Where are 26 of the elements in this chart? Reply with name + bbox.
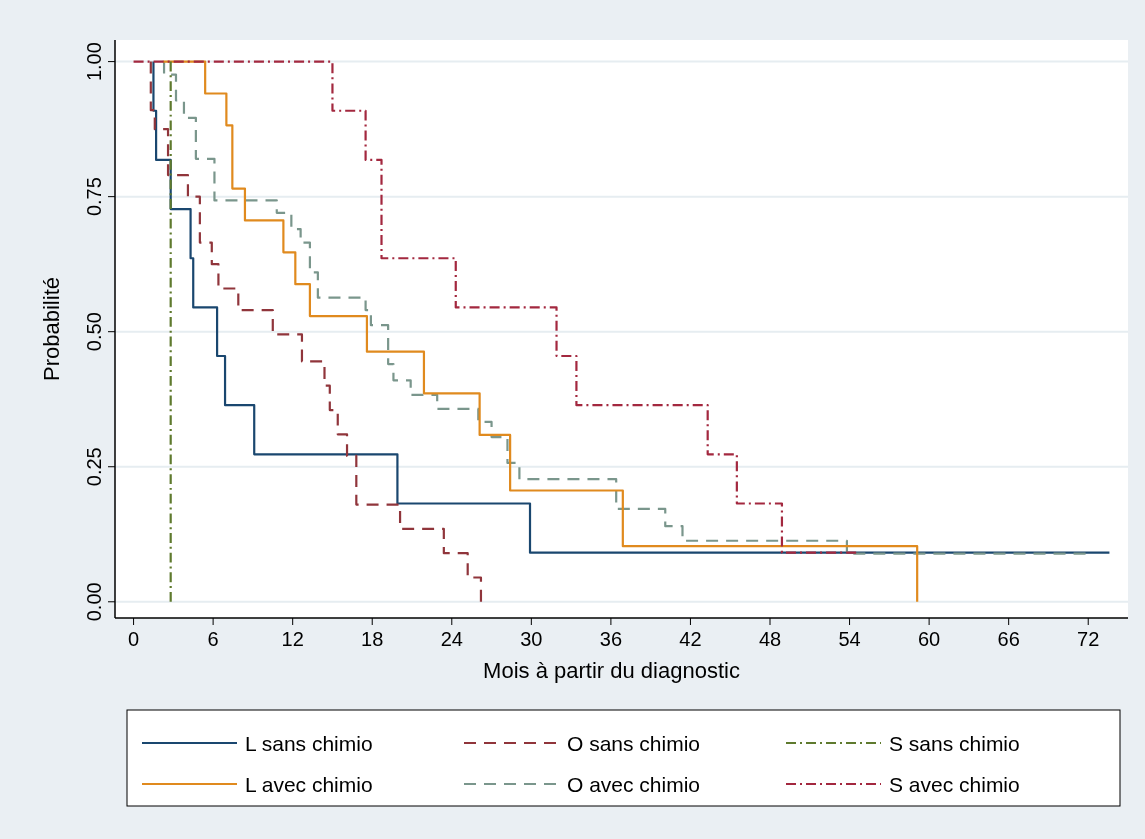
x-tick-label: 24 bbox=[440, 628, 463, 650]
y-tick-label: 0.75 bbox=[83, 177, 105, 217]
x-tick-label: 0 bbox=[128, 628, 140, 650]
x-axis-title: Mois à partir du diagnostic bbox=[483, 658, 740, 683]
x-tick-label: 42 bbox=[679, 628, 702, 650]
legend-label: O sans chimio bbox=[567, 732, 701, 755]
legend-label: L avec chimio bbox=[245, 773, 373, 796]
x-tick-label: 60 bbox=[917, 628, 941, 650]
y-axis-title: Probabilité bbox=[39, 277, 64, 381]
x-tick-label: 54 bbox=[838, 628, 861, 650]
y-tick-label: 1.00 bbox=[83, 42, 105, 82]
x-tick-label: 12 bbox=[281, 628, 304, 650]
legend-label: L sans chimio bbox=[245, 732, 373, 755]
legend-label: O avec chimio bbox=[567, 773, 701, 796]
x-tick-label: 18 bbox=[361, 628, 384, 650]
x-tick-label: 36 bbox=[599, 628, 623, 650]
y-tick-label: 0.00 bbox=[83, 582, 105, 622]
y-tick-label: 0.25 bbox=[83, 447, 105, 487]
x-tick-label: 66 bbox=[997, 628, 1020, 650]
legend-label: S sans chimio bbox=[889, 732, 1020, 755]
x-tick-label: 48 bbox=[758, 628, 782, 650]
x-tick-label: 72 bbox=[1077, 628, 1100, 650]
y-tick-label: 0.50 bbox=[83, 312, 105, 352]
x-tick-label: 30 bbox=[520, 628, 543, 650]
legend-label: S avec chimio bbox=[889, 773, 1020, 796]
x-tick-label: 6 bbox=[207, 628, 219, 650]
